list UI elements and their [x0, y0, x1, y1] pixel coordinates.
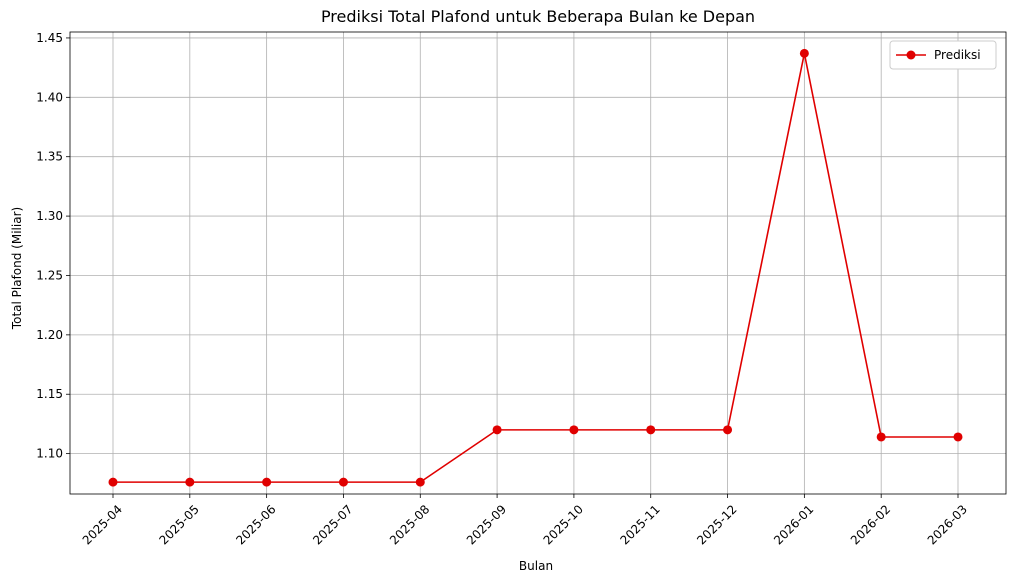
legend: Prediksi — [889, 40, 997, 70]
y-tick-label: 1.35 — [36, 150, 63, 164]
x-tick-label: 2025-12 — [694, 502, 739, 547]
data-point — [108, 477, 118, 487]
series-line — [113, 53, 958, 483]
grid-lines — [70, 32, 1006, 494]
x-tick-label: 2026-01 — [771, 502, 816, 547]
y-tick-label: 1.20 — [36, 328, 63, 342]
y-tick-label: 1.15 — [36, 387, 63, 401]
x-tick-label: 2025-04 — [80, 502, 125, 547]
y-tick-label: 1.30 — [36, 209, 63, 223]
axes — [66, 31, 1007, 498]
legend-label: Prediksi — [934, 48, 981, 62]
chart-title: Prediksi Total Plafond untuk Beberapa Bu… — [321, 7, 755, 26]
legend-marker-icon — [906, 50, 916, 60]
data-point — [723, 425, 733, 435]
x-tick-label: 2025-07 — [310, 502, 355, 547]
y-axis-label: Total Plafond (Miliar) — [10, 207, 24, 330]
x-tick-label: 2025-05 — [157, 502, 202, 547]
series-prediksi — [108, 48, 963, 487]
x-tick-label: 2025-09 — [464, 502, 509, 547]
data-point — [876, 432, 886, 442]
y-tick-label: 1.25 — [36, 268, 63, 282]
data-point — [262, 477, 272, 487]
x-axis-label: Bulan — [519, 559, 553, 573]
data-point — [646, 425, 656, 435]
data-point — [569, 425, 579, 435]
data-point — [338, 477, 348, 487]
legend-box — [889, 40, 997, 70]
data-point — [492, 425, 502, 435]
y-tick-labels: 1.10 1.15 1.20 1.25 1.30 1.35 1.40 1.45 — [36, 31, 63, 461]
data-point — [953, 432, 963, 442]
x-tick-label: 2026-03 — [925, 502, 970, 547]
x-tick-label: 2025-11 — [617, 502, 662, 547]
x-tick-label: 2025-10 — [541, 502, 586, 547]
data-point — [799, 48, 809, 58]
x-tick-label: 2025-06 — [233, 502, 278, 547]
data-point — [185, 477, 195, 487]
y-tick-label: 1.40 — [36, 90, 63, 104]
plot-frame — [69, 31, 1007, 495]
x-tick-label: 2025-08 — [387, 502, 432, 547]
y-tick-label: 1.10 — [36, 447, 63, 461]
x-tick-label: 2026-02 — [848, 502, 893, 547]
x-tick-labels: 2025-04 2025-05 2025-06 2025-07 2025-08 2025-… — [80, 502, 970, 547]
y-tick-label: 1.45 — [36, 31, 63, 45]
data-point — [415, 477, 425, 487]
